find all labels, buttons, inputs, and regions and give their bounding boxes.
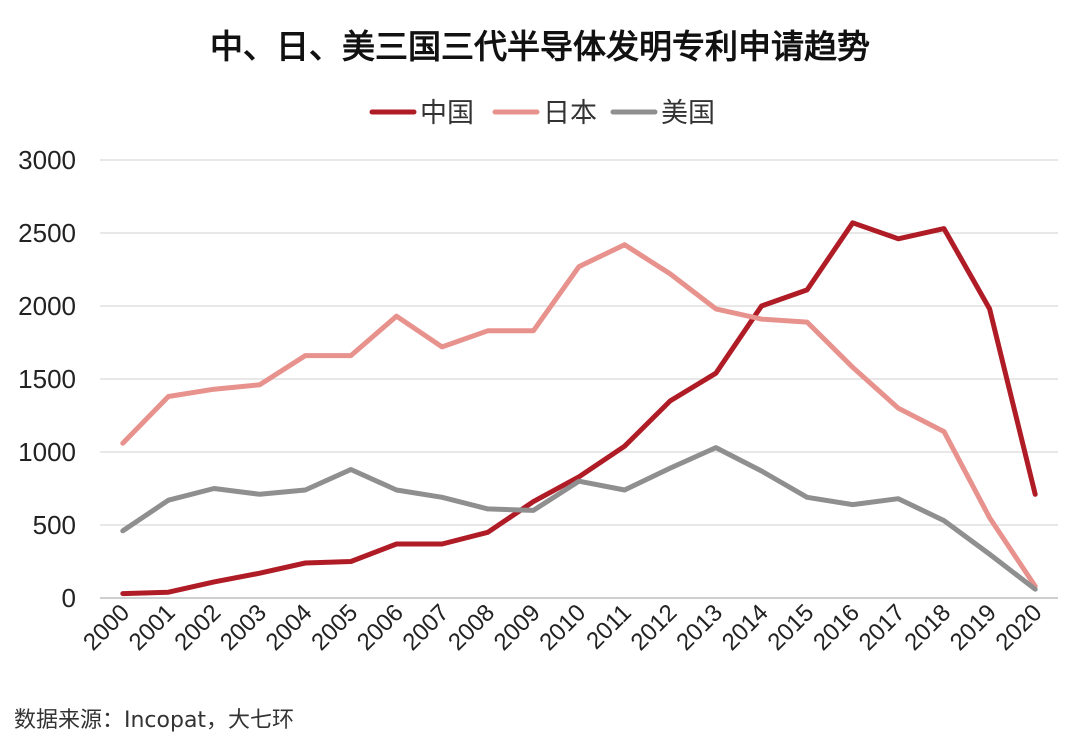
x-tick-label: 2016 — [808, 599, 865, 656]
series-line-2 — [120, 445, 1038, 592]
x-tick-label: 2005 — [306, 599, 363, 656]
x-tick-label: 2020 — [991, 599, 1048, 656]
y-tick-label: 2500 — [18, 218, 76, 248]
x-tick-label: 2006 — [352, 599, 409, 656]
x-tick-label: 2012 — [626, 599, 683, 656]
source-note: 数据来源：Incopat，大七环 — [14, 708, 294, 733]
x-tick-label: 2007 — [398, 599, 455, 656]
series-lines — [120, 220, 1038, 597]
x-tick-label: 2010 — [534, 599, 591, 656]
legend: 中国 日本 美国 — [369, 98, 715, 129]
y-tick-label: 3000 — [18, 145, 76, 175]
x-tick-label: 2008 — [443, 599, 500, 656]
x-tick-label: 2001 — [124, 599, 181, 656]
y-axis-ticks: 0 500 1000 1500 2000 2500 3000 — [18, 145, 76, 613]
y-tick-label: 1500 — [18, 364, 76, 394]
series-line-1 — [120, 242, 1038, 589]
x-tick-label: 2014 — [717, 599, 774, 656]
x-tick-label: 2015 — [762, 599, 819, 656]
x-tick-label: 2000 — [78, 599, 135, 656]
legend-label: 日本 — [543, 98, 597, 129]
x-tick-label: 2018 — [899, 599, 956, 656]
y-tick-label: 500 — [33, 510, 76, 540]
x-tick-label: 2019 — [945, 599, 1002, 656]
series-line-0 — [120, 220, 1038, 597]
grid-lines — [100, 159, 1058, 599]
x-tick-label: 2017 — [854, 599, 911, 656]
x-tick-label: 2004 — [261, 599, 318, 656]
x-tick-label: 2003 — [215, 599, 272, 656]
legend-label: 中国 — [420, 98, 474, 129]
y-tick-label: 0 — [62, 583, 76, 613]
x-axis-ticks: 2000200120022003200420052006200720082009… — [78, 599, 1047, 656]
x-tick-label: 2002 — [169, 599, 226, 656]
chart-title: 中、日、美三国三代半导体发明专利申请趋势 — [210, 27, 870, 66]
y-tick-label: 2000 — [18, 291, 76, 321]
legend-label: 美国 — [661, 98, 715, 129]
y-tick-label: 1000 — [18, 437, 76, 467]
x-tick-label: 2011 — [581, 599, 637, 655]
x-tick-label: 2009 — [489, 599, 546, 656]
x-tick-label: 2013 — [671, 599, 728, 656]
